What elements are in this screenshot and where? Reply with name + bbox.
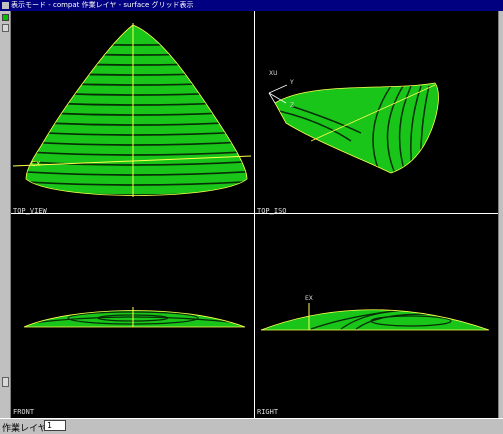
work-layer-input[interactable]: 1 — [44, 420, 66, 431]
viewport-dividers — [11, 11, 498, 418]
viewport-canvas[interactable]: CX XU Y Z — [11, 11, 498, 418]
viewport-label-top-view: TOP_VIEW — [13, 207, 47, 215]
right-surface — [260, 303, 490, 331]
right-scrollbar[interactable] — [498, 11, 503, 418]
iso-axis-triad — [268, 84, 288, 104]
window-title: 表示モード - compat 作業レイヤ - surface グリッド表示 — [11, 1, 194, 9]
viewport-area[interactable]: CX XU Y Z — [11, 11, 498, 418]
xu-axis-label: XU — [269, 70, 278, 77]
app-icon — [2, 2, 9, 9]
title-bar: 表示モード - compat 作業レイヤ - surface グリッド表示 — [0, 0, 503, 11]
front-surface — [23, 307, 246, 328]
viewport-label-right: RIGHT — [257, 408, 279, 416]
scroll-handle[interactable] — [2, 377, 9, 387]
viewport-label-top-iso: TOP_ISO — [257, 207, 287, 215]
status-bar: 作業レイヤ 1 — [0, 418, 503, 434]
iso-surface — [274, 82, 439, 174]
work-layer-label: 作業レイヤ — [2, 424, 47, 434]
render-mode-button[interactable] — [2, 14, 9, 21]
cone-surface — [25, 24, 248, 196]
y-axis-label: Y — [289, 79, 294, 86]
ex-axis-label: EX — [305, 295, 313, 302]
viewport-label-front: FRONT — [13, 408, 35, 416]
left-toolbar — [0, 11, 11, 418]
z-axis-label: Z — [290, 102, 294, 109]
top-view-axes — [12, 23, 252, 197]
cx-axis-label: CX — [31, 160, 41, 168]
tool-button[interactable] — [2, 24, 9, 32]
